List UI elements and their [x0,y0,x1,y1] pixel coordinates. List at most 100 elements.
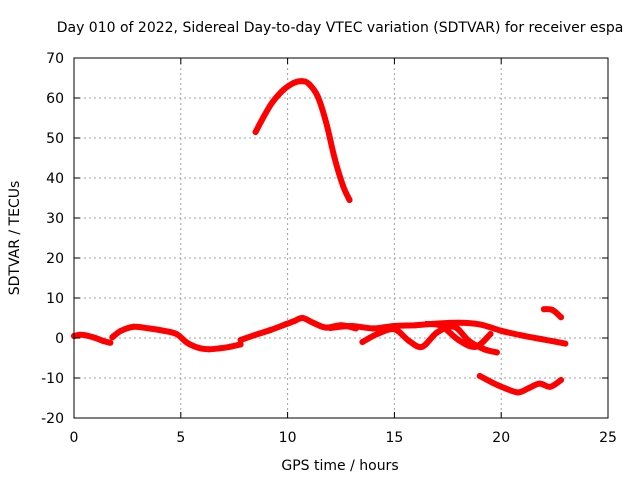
data-point [323,324,329,331]
y-axis-label: SDTVAR / TECUs [7,181,23,296]
data-point [526,385,532,391]
x-tick-label: 10 [279,430,297,446]
data-point [515,389,522,396]
chart-title: Day 010 of 2022, Sidereal Day-to-day VTE… [57,20,624,36]
data-point [226,343,233,350]
data-point [331,155,338,161]
y-tick-labels: -20 -10 0 10 20 30 40 50 60 70 [41,51,64,427]
data-point [374,331,381,337]
x-tick-label: 25 [599,430,617,446]
data-point [493,349,500,356]
data-point [423,321,430,327]
series-arc-evening-high [540,306,564,321]
data-point [323,119,329,125]
x-tick-label: 5 [176,430,185,446]
data-point [562,340,569,347]
data-point [314,93,321,99]
x-tick-labels: 0 5 10 15 20 25 [70,430,617,446]
data-point [412,322,419,329]
data-point [291,318,297,325]
data-point [194,344,201,351]
grid-lines [74,58,608,418]
data-point [267,327,274,333]
series-arc-evening-low [476,373,564,396]
series-layer [71,78,569,396]
data-point [237,337,244,343]
series-arc-high [252,78,353,203]
data-point [310,319,317,326]
data-point [359,339,366,345]
data-point [269,99,276,105]
data-point [370,325,376,332]
data-point [261,113,268,119]
series-line [252,78,353,203]
data-point [173,331,180,337]
y-tick-label: 70 [46,51,64,67]
data-point [547,383,554,390]
data-point [327,325,334,331]
series-arc-afternoon-c [423,321,494,350]
data-point [519,332,526,339]
y-tick-label: 0 [55,331,64,347]
data-point [451,323,458,330]
data-point [340,183,347,189]
data-point [558,314,564,321]
data-point [252,331,259,338]
x-tick-label: 15 [385,430,403,446]
series-line [109,323,244,353]
data-point [455,319,462,326]
data-point [107,339,114,346]
y-tick-label: 40 [46,171,64,187]
data-point [549,307,556,313]
data-point [455,337,462,343]
data-point [100,338,107,345]
y-tick-label: 60 [46,91,64,107]
data-point [130,323,137,330]
y-tick-label: -10 [41,371,64,387]
data-point [118,327,124,334]
data-point [498,327,505,334]
data-point [476,373,483,379]
plot-frame [73,57,609,419]
data-point [92,335,99,341]
y-tick-label: -20 [41,411,64,427]
data-point [391,326,398,333]
data-point [216,345,223,352]
data-point [184,339,191,346]
data-point [502,385,509,392]
x-tick-label: 20 [492,430,510,446]
data-point [536,380,543,387]
data-point [280,322,287,329]
y-tick-label: 50 [46,131,64,147]
data-point [438,323,445,329]
data-point [291,79,297,86]
series-arc-early [71,331,114,346]
data-point [472,343,479,350]
data-point [77,331,84,338]
data-point [299,78,306,85]
data-point [476,321,483,328]
data-point [109,334,116,341]
data-point [346,197,353,203]
x-axis-label: GPS time / hours [281,458,398,474]
data-point [306,81,312,87]
data-point [237,341,244,348]
series-arc-morning [109,323,244,353]
data-point [299,315,306,321]
data-point [481,346,488,353]
data-point [487,331,494,337]
data-point [83,332,90,339]
data-point [540,336,547,343]
data-point [280,87,287,93]
data-point [419,343,426,350]
data-point [406,338,413,345]
data-point [205,346,212,353]
data-point [558,377,564,383]
data-point [145,325,152,332]
data-point [348,323,355,329]
x-tick-label: 0 [70,430,79,446]
data-point [540,306,547,313]
data-point [434,329,441,336]
